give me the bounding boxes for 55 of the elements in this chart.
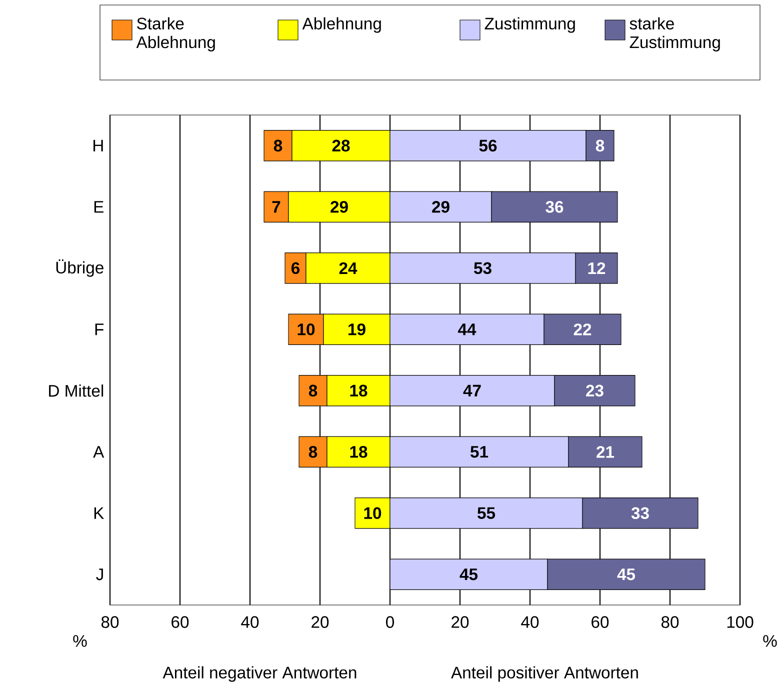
y-tick-label: E: [94, 201, 104, 212]
data-label: 29: [432, 200, 450, 213]
data-label: 21: [596, 446, 614, 458]
data-label: 19: [348, 323, 366, 336]
x-tick-label: 80: [101, 616, 119, 628]
data-label: 23: [586, 384, 604, 396]
data-label: 51: [470, 446, 488, 458]
legend-label: starke Zustimmung: [630, 17, 720, 52]
x-tick-label: 0: [386, 616, 394, 628]
data-label: 22: [574, 323, 592, 336]
x-tick-label: 20: [452, 616, 469, 628]
data-label: 28: [332, 140, 350, 152]
y-tick-label: F: [95, 324, 104, 335]
y-tick-label: H: [94, 140, 103, 152]
data-label: 10: [364, 507, 382, 519]
data-label: 47: [463, 384, 481, 396]
x-tick-label: 60: [172, 616, 189, 628]
data-label: 45: [617, 568, 636, 580]
data-label: 18: [350, 446, 368, 458]
data-label: 24: [339, 262, 358, 274]
text: %: [73, 635, 87, 647]
y-tick-label: D Mittel: [49, 384, 104, 397]
data-label: 56: [479, 140, 497, 152]
data-label: 6: [291, 262, 300, 274]
y-tick-label: K: [94, 507, 104, 519]
x-tick-label: 60: [592, 616, 609, 628]
text: %: [763, 635, 777, 647]
data-label: 29: [330, 200, 348, 213]
data-label: 53: [474, 262, 492, 274]
data-label: 18: [350, 384, 368, 396]
data-label: 8: [596, 140, 604, 152]
y-tick-label: A: [93, 446, 104, 458]
data-label: 55: [478, 507, 496, 519]
y-tick-label: J: [96, 568, 103, 580]
x-tick-label: 100: [727, 616, 754, 628]
data-label: 45: [460, 568, 478, 580]
data-label: 44: [458, 324, 476, 335]
data-label: 7: [272, 201, 280, 212]
data-label: 8: [308, 446, 318, 458]
data-label: 33: [631, 507, 649, 519]
x-tick-label: 80: [661, 616, 679, 628]
data-label: 10: [298, 323, 315, 336]
data-label: 8: [308, 384, 318, 396]
data-label: 36: [546, 200, 564, 213]
data-label: 8: [274, 140, 282, 152]
legend-label: Starke Ablehnung: [136, 17, 215, 52]
legend-label: Ablehnung: [302, 17, 381, 33]
y-tick-label: Übrige: [56, 259, 104, 277]
text: Anteil negativer Antworten: [162, 666, 356, 682]
x-tick-label: 20: [312, 616, 329, 628]
text: Anteil positiver Antworten: [451, 666, 638, 682]
legend-label: Zustimmung: [484, 17, 575, 33]
x-tick-label: 40: [521, 616, 539, 628]
x-tick-label: 40: [241, 616, 259, 628]
data-label: 12: [588, 262, 606, 274]
